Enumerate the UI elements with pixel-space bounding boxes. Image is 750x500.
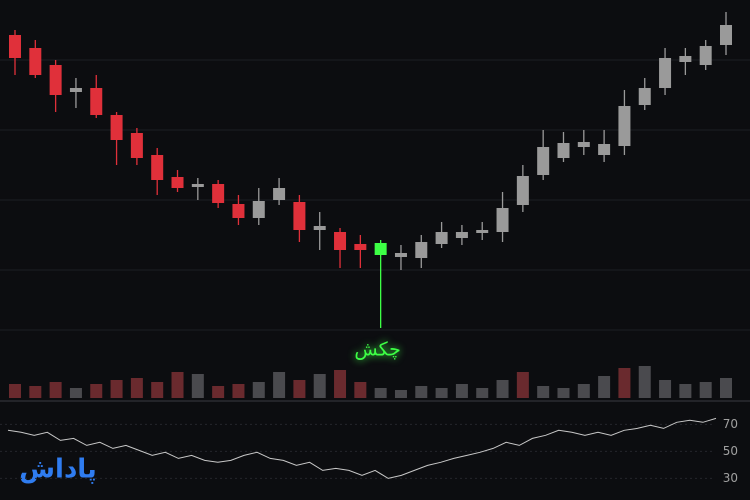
candle-body <box>313 226 326 230</box>
volume-bar <box>232 384 245 398</box>
candle-body <box>110 115 123 140</box>
candle-body <box>720 25 732 45</box>
volume-bar <box>415 386 428 398</box>
candle-body <box>415 242 428 258</box>
volume-bar <box>476 388 489 398</box>
volume-bar <box>455 384 468 398</box>
volume-bar <box>252 382 265 398</box>
candle-body <box>9 35 21 58</box>
volume-bar <box>212 386 225 398</box>
candle-body <box>516 176 529 205</box>
candle-body <box>618 106 631 146</box>
volume-bar <box>516 372 529 398</box>
candle-body <box>394 253 407 257</box>
volume-bar <box>9 384 21 398</box>
candle-body <box>69 88 82 92</box>
oscillator-line <box>7 417 717 479</box>
candle-body <box>537 147 550 175</box>
candle-body <box>557 143 570 158</box>
candle-body <box>293 202 306 230</box>
candle-body <box>455 232 468 238</box>
logo: پاداش <box>19 455 97 485</box>
volume-bar <box>557 388 570 398</box>
volume-bar <box>496 380 509 398</box>
candle-body <box>273 188 286 200</box>
volume-bar <box>191 374 204 398</box>
candle-body <box>496 208 509 232</box>
candle-body <box>334 232 347 250</box>
volume-bar <box>537 386 550 398</box>
candle-body <box>354 244 367 250</box>
candle-body <box>476 230 489 233</box>
volume-bar <box>374 388 387 398</box>
volume-bar <box>171 372 184 398</box>
volume-bar <box>598 376 611 398</box>
candle-body <box>638 88 651 105</box>
candle-body <box>49 65 62 95</box>
volume-bar <box>394 390 407 398</box>
background-grid <box>0 59 750 331</box>
volume-bar <box>720 378 732 398</box>
candle-body <box>598 144 611 155</box>
volume-bar <box>618 368 631 398</box>
volume-bar <box>659 380 672 398</box>
volume-bar <box>313 374 326 398</box>
candle-body <box>130 133 143 158</box>
y-tick-label: 70 <box>723 417 738 431</box>
candle-body <box>679 56 692 62</box>
y-tick-label: 50 <box>723 444 738 458</box>
volume-bar <box>29 386 42 398</box>
y-tick-label: 30 <box>723 471 738 485</box>
volume-bar <box>334 370 347 398</box>
candle-body <box>577 142 590 147</box>
annotation: چکش <box>354 339 400 361</box>
volume-bar <box>699 382 712 398</box>
candle-body <box>191 184 204 187</box>
candle-body <box>659 58 672 88</box>
candle-body <box>29 48 42 75</box>
volume-bar <box>69 388 82 398</box>
volume-bar <box>90 384 103 398</box>
candle-body <box>699 46 712 65</box>
candle-body <box>374 243 387 255</box>
volume-bar <box>354 382 367 398</box>
volume-bar <box>110 380 123 398</box>
volume-bar <box>49 382 62 398</box>
candle-body <box>151 155 164 180</box>
candle-body <box>232 204 245 218</box>
candle-body <box>90 88 103 115</box>
volume-bar <box>679 384 692 398</box>
volume-bar <box>130 378 143 398</box>
candle-body <box>435 232 448 244</box>
volume-bar <box>151 382 164 398</box>
candle-body <box>212 184 225 203</box>
volume-bar <box>293 380 306 398</box>
volume-bar <box>273 372 286 398</box>
candle-body <box>171 177 184 188</box>
volume-bar <box>577 384 590 398</box>
volume-bar <box>638 366 651 398</box>
volume-bar <box>435 388 448 398</box>
candle-body <box>252 201 265 218</box>
